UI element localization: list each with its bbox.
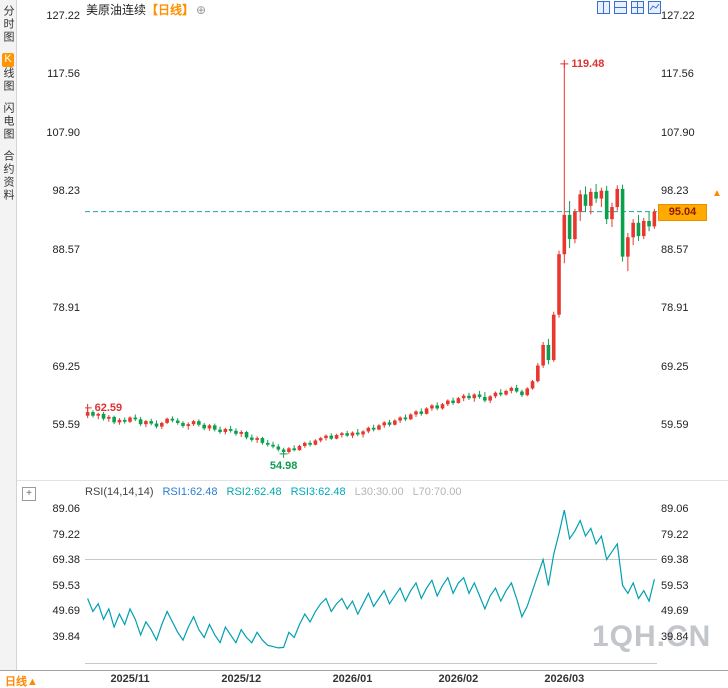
rsi-l30-value: L30:30.00: [354, 486, 404, 498]
y-axis-label: 78.91: [52, 302, 80, 315]
y-axis-label: 107.90: [46, 126, 80, 139]
rsi-l70-value: L70:70.00: [412, 486, 462, 498]
sidebar-tab-label: 线图: [2, 67, 14, 93]
y-axis-label: 79.22: [52, 528, 80, 541]
y-axis-label: 69.25: [661, 360, 689, 373]
timeframe-label: 【日线】: [146, 3, 195, 17]
sidebar-tab-hotkey: K: [2, 53, 14, 67]
y-axis-label: 39.84: [52, 630, 80, 643]
symbol-title: 美原油连续: [86, 3, 147, 17]
add-indicator-icon[interactable]: ⊕: [196, 3, 207, 17]
timeframe-selector[interactable]: 日线▲: [5, 673, 38, 688]
y-axis-label: 117.56: [661, 68, 694, 81]
chart-header: 美原油连续【日线】 ⊕: [86, 1, 206, 18]
layout-toolbar: [597, 1, 661, 14]
y-axis-label: 127.22: [661, 10, 695, 22]
split-2-vertical-icon[interactable]: [597, 1, 610, 14]
y-axis-label: 79.22: [661, 528, 689, 541]
watermark: 1QH.CN: [592, 620, 712, 653]
sidebar-tab-lightning-chart[interactable]: 闪电图: [1, 102, 15, 141]
last-price-tag: 95.04: [658, 203, 707, 221]
timeframe-up-arrow-icon: ▲: [27, 676, 38, 688]
left-price-axis: 127.22 117.56 107.90 98.23 88.57 78.91 69.25 59…: [34, 0, 80, 688]
sidebar-tab-label: 分时图: [2, 5, 14, 44]
y-axis-label: 89.06: [52, 502, 80, 515]
rsi2-value: RSI2:62.48: [226, 486, 282, 498]
y-axis-label: 88.57: [52, 243, 80, 256]
y-axis-label: 88.57: [661, 243, 689, 256]
svg-text:54.98: 54.98: [270, 460, 298, 470]
y-axis-label: 98.23: [52, 185, 80, 198]
rsi-header: RSI(14,14,14) RSI1:62.48 RSI2:62.48 RSI3:62…: [85, 486, 471, 498]
x-axis-label: 2026/01: [332, 673, 373, 685]
y-axis-label: 69.38: [52, 554, 80, 567]
rsi-expand-icon[interactable]: +: [22, 487, 36, 501]
y-axis-label: 78.91: [661, 302, 689, 315]
y-axis-label: 69.25: [52, 360, 80, 373]
candlestick-chart[interactable]: 119.48 62.59 54.98: [85, 10, 657, 470]
sidebar-tab-contract-info[interactable]: 合约资料: [1, 150, 15, 202]
timeframe-selector-label: 日线: [5, 676, 27, 688]
sidebar-tab-time-chart[interactable]: 分时图: [1, 5, 15, 44]
y-axis-label: 127.22: [46, 10, 80, 22]
y-axis-label: 69.38: [661, 554, 689, 567]
rsi-indicator-name: RSI(14,14,14): [85, 486, 154, 498]
y-axis-label: 49.69: [52, 605, 80, 618]
right-price-axis: 127.22 117.56 107.90 98.23 88.57 78.91 69.25 59…: [661, 0, 713, 688]
split-2-horizontal-icon[interactable]: [614, 1, 627, 14]
svg-text:62.59: 62.59: [95, 402, 123, 414]
x-axis-label: 2026/02: [438, 673, 479, 685]
y-axis-label: 117.56: [47, 68, 80, 81]
x-axis-label: 2025/11: [110, 673, 150, 685]
y-axis-label: 59.53: [661, 579, 689, 592]
y-axis-label: 59.59: [661, 419, 689, 432]
y-axis-label: 107.90: [661, 126, 695, 139]
mini-chart-icon[interactable]: [648, 1, 661, 14]
sidebar-tab-kline-chart[interactable]: K线图: [1, 53, 15, 93]
y-axis-label: 39.84: [661, 630, 689, 643]
y-axis-label: 59.59: [52, 419, 80, 432]
y-axis-label: 98.23: [661, 185, 689, 198]
chart-type-sidebar: 分时图 K线图 闪电图 合约资料: [0, 0, 17, 688]
rsi-indicator-chart[interactable]: [85, 500, 657, 670]
y-axis-label: 89.06: [661, 502, 689, 515]
sidebar-tab-label: 合约资料: [2, 150, 14, 202]
rsi1-value: RSI1:62.48: [162, 486, 218, 498]
grid-4-icon[interactable]: [631, 1, 644, 14]
y-axis-label: 59.53: [52, 579, 80, 592]
x-axis-label: 2025/12: [221, 673, 262, 685]
y-axis-label: 49.69: [661, 605, 689, 618]
pane-separator: [0, 480, 728, 481]
time-axis-bar: 日线▲ 2025/11 2025/12 2026/01 2026/02 2026/03: [0, 670, 728, 688]
latest-price-arrow-icon[interactable]: ▲: [712, 187, 722, 199]
rsi3-value: RSI3:62.48: [290, 486, 346, 498]
svg-text:119.48: 119.48: [571, 58, 604, 70]
x-axis-label: 2026/03: [544, 673, 585, 685]
sidebar-tab-label: 闪电图: [2, 102, 14, 141]
